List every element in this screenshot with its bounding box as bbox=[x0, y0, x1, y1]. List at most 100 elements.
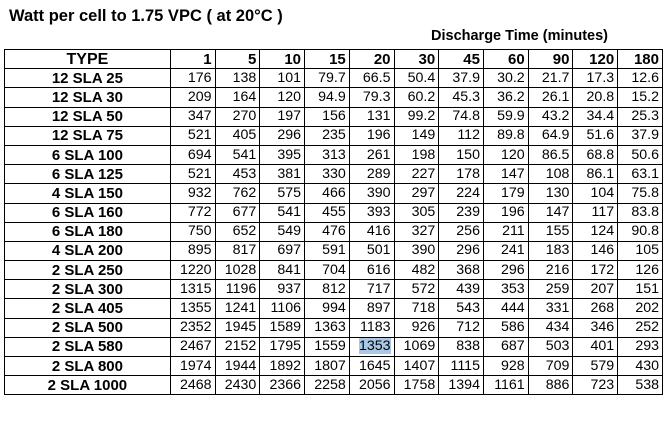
value-cell: 897 bbox=[348, 298, 395, 319]
value-cell: 926 bbox=[393, 317, 440, 338]
value-cell: 677 bbox=[214, 202, 261, 223]
value-cell: 227 bbox=[393, 164, 440, 185]
value-cell: 895 bbox=[169, 240, 216, 262]
value-cell: 812 bbox=[304, 279, 350, 300]
value-cell: 66.5 bbox=[348, 68, 395, 89]
model-cell: 2 SLA 250 bbox=[4, 260, 171, 281]
value-cell: 393 bbox=[348, 202, 395, 223]
value-cell: 289 bbox=[348, 164, 395, 185]
watt-per-cell-table: TYPE 1 5 10 15 20 30 45 60 90 120 180 12 SLA 25 176… bbox=[4, 48, 663, 396]
model-cell: 2 SLA 300 bbox=[4, 279, 171, 300]
value-cell: 241 bbox=[482, 240, 529, 262]
model-cell: 12 SLA 30 bbox=[4, 87, 171, 108]
value-cell: 2468 bbox=[169, 375, 216, 396]
value-cell: 353 bbox=[482, 279, 529, 300]
value-cell: 197 bbox=[259, 106, 306, 127]
table-row: 2 SLA 300 1315 1196 937 812 717 572 439 353 259 20… bbox=[4, 279, 663, 300]
value-cell: 89.8 bbox=[482, 125, 529, 146]
value-cell: 2152 bbox=[214, 336, 261, 358]
value-cell: 616 bbox=[348, 260, 395, 281]
table-row: 2 SLA 250 1220 1028 841 704 616 482 368 296 216 17… bbox=[4, 260, 663, 281]
value-cell: 293 bbox=[617, 336, 663, 358]
value-cell: 63.1 bbox=[617, 164, 663, 185]
value-cell: 150 bbox=[438, 144, 484, 166]
value-cell: 101 bbox=[259, 68, 306, 89]
value-cell: 327 bbox=[393, 221, 440, 242]
value-cell: 176 bbox=[169, 68, 216, 89]
table-row: 4 SLA 150 932 762 575 466 390 297 224 179 130 104 7… bbox=[4, 183, 663, 204]
value-cell: 1892 bbox=[259, 355, 306, 377]
value-cell: 79.7 bbox=[304, 68, 350, 89]
value-cell: 347 bbox=[169, 106, 216, 127]
value-cell: 37.9 bbox=[617, 125, 663, 146]
value-cell: 476 bbox=[304, 221, 350, 242]
value-cell: 268 bbox=[572, 298, 619, 319]
value-cell: 482 bbox=[393, 260, 440, 281]
value-cell: 59.9 bbox=[482, 106, 529, 127]
value-cell: 207 bbox=[572, 279, 619, 300]
value-cell: 1645 bbox=[348, 355, 395, 377]
value-cell: 224 bbox=[438, 183, 484, 204]
table-row: 4 SLA 200 895 817 697 591 501 390 296 241 183 146 1… bbox=[4, 240, 663, 262]
value-cell: 216 bbox=[527, 260, 574, 281]
value-cell: 30.2 bbox=[482, 68, 529, 89]
model-cell: 12 SLA 75 bbox=[4, 125, 171, 146]
value-cell: 430 bbox=[617, 355, 663, 377]
value-cell: 296 bbox=[259, 125, 306, 146]
model-cell: 6 SLA 100 bbox=[4, 144, 171, 166]
value-cell: 21.7 bbox=[527, 68, 574, 89]
value-cell: 346 bbox=[572, 317, 619, 338]
value-cell: 543 bbox=[438, 298, 484, 319]
highlighted-value-cell: 1353 bbox=[348, 336, 395, 358]
value-cell: 652 bbox=[214, 221, 261, 242]
value-cell: 439 bbox=[438, 279, 484, 300]
highlighted-value: 1353 bbox=[358, 338, 391, 355]
value-cell: 434 bbox=[527, 317, 574, 338]
value-cell: 313 bbox=[304, 144, 350, 166]
value-cell: 331 bbox=[527, 298, 574, 319]
table-header-row: TYPE 1 5 10 15 20 30 45 60 90 120 180 bbox=[4, 48, 663, 70]
value-cell: 138 bbox=[214, 68, 261, 89]
value-cell: 368 bbox=[438, 260, 484, 281]
value-cell: 117 bbox=[572, 202, 619, 223]
value-cell: 239 bbox=[438, 202, 484, 223]
table-row: 6 SLA 180 750 652 549 476 416 327 256 211 155 124 9… bbox=[4, 221, 663, 242]
value-cell: 541 bbox=[214, 144, 261, 166]
value-cell: 2352 bbox=[169, 317, 216, 338]
value-cell: 538 bbox=[617, 375, 663, 396]
value-cell: 149 bbox=[393, 125, 440, 146]
time-column-header: 60 bbox=[482, 48, 529, 70]
value-cell: 25.3 bbox=[617, 106, 663, 127]
value-cell: 1028 bbox=[214, 260, 261, 281]
value-cell: 1241 bbox=[214, 298, 261, 319]
value-cell: 390 bbox=[393, 240, 440, 262]
value-cell: 1407 bbox=[393, 355, 440, 377]
value-cell: 937 bbox=[259, 279, 306, 300]
value-cell: 718 bbox=[393, 298, 440, 319]
value-cell: 723 bbox=[572, 375, 619, 396]
value-cell: 586 bbox=[482, 317, 529, 338]
value-cell: 541 bbox=[259, 202, 306, 223]
value-cell: 37.9 bbox=[438, 68, 484, 89]
value-cell: 155 bbox=[527, 221, 574, 242]
value-cell: 211 bbox=[482, 221, 529, 242]
page-title: Watt per cell to 1.75 VPC ( at 20°C ) bbox=[9, 7, 283, 25]
value-cell: 34.4 bbox=[572, 106, 619, 127]
value-cell: 147 bbox=[527, 202, 574, 223]
value-cell: 15.2 bbox=[617, 87, 663, 108]
value-cell: 1795 bbox=[259, 336, 306, 358]
model-cell: 6 SLA 180 bbox=[4, 221, 171, 242]
value-cell: 401 bbox=[572, 336, 619, 358]
value-cell: 886 bbox=[527, 375, 574, 396]
value-cell: 12.6 bbox=[617, 68, 663, 89]
value-cell: 26.1 bbox=[527, 87, 574, 108]
value-cell: 444 bbox=[482, 298, 529, 319]
value-cell: 196 bbox=[482, 202, 529, 223]
model-cell: 12 SLA 50 bbox=[4, 106, 171, 127]
value-cell: 50.6 bbox=[617, 144, 663, 166]
value-cell: 17.3 bbox=[572, 68, 619, 89]
value-cell: 709 bbox=[527, 355, 574, 377]
value-cell: 521 bbox=[169, 125, 216, 146]
value-cell: 86.1 bbox=[572, 164, 619, 185]
value-cell: 196 bbox=[348, 125, 395, 146]
